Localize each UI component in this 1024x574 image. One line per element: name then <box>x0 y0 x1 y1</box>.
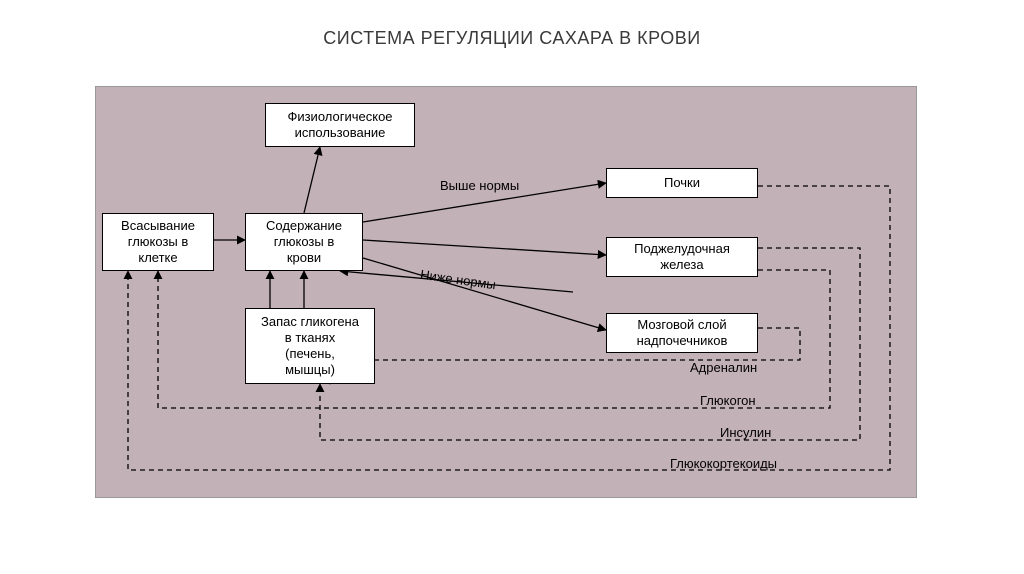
edge-label-2: Адреналин <box>690 360 757 375</box>
edge-label-4: Инсулин <box>720 425 771 440</box>
edge-label-3: Глюкогон <box>700 393 756 408</box>
node-absorb: Всасывание глюкозы в клетке <box>102 213 214 271</box>
edge-label-0: Выше нормы <box>440 178 519 193</box>
node-pancreas: Поджелудочная железа <box>606 237 758 277</box>
node-adrenal: Мозговой слой надпочечников <box>606 313 758 353</box>
node-content: Содержание глюкозы в крови <box>245 213 363 271</box>
node-reserve: Запас гликогена в тканях (печень, мышцы) <box>245 308 375 384</box>
diagram-canvas <box>95 86 917 498</box>
page-title: СИСТЕМА РЕГУЛЯЦИИ САХАРА В КРОВИ <box>0 28 1024 49</box>
edge-label-5: Глюкокортекоиды <box>670 456 777 471</box>
node-kidneys: Почки <box>606 168 758 198</box>
node-phys: Физиологическое использование <box>265 103 415 147</box>
